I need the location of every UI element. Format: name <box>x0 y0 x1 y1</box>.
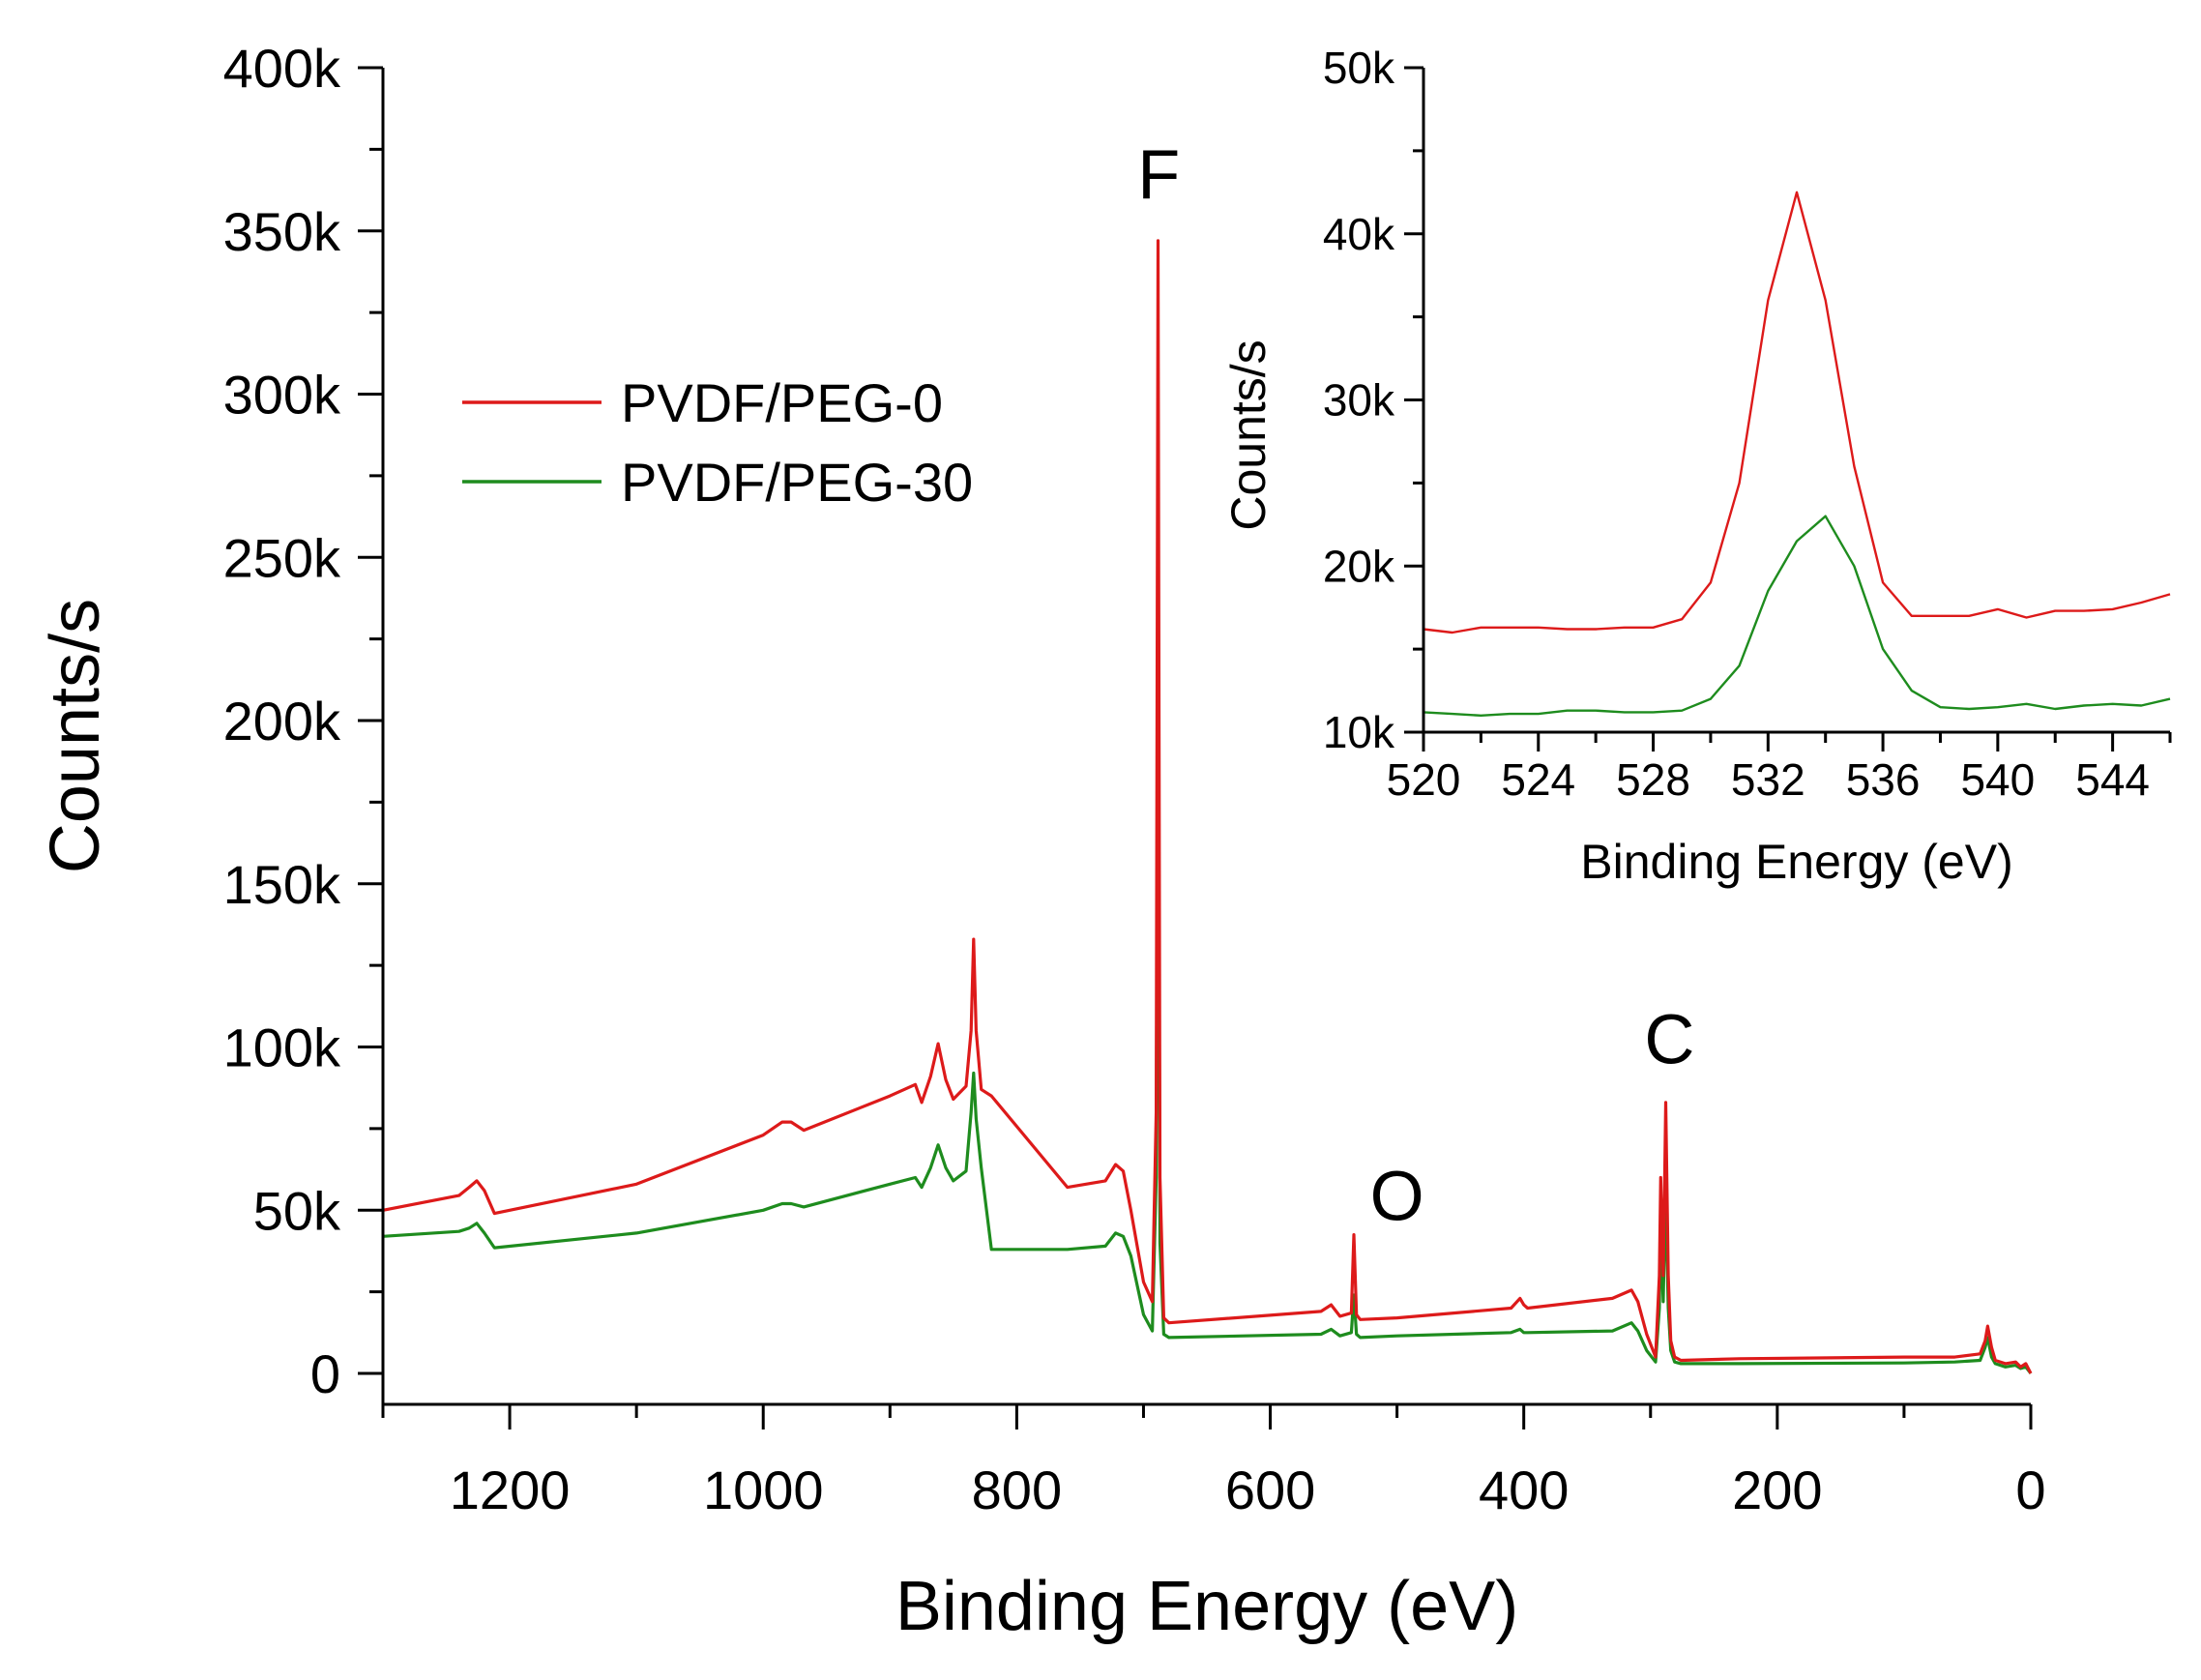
main-x-tick-label: 200 <box>1732 1459 1822 1520</box>
main-y-tick-label: 150k <box>223 854 341 915</box>
inset-plot: 520 524 528 532 536 540 544 10k 20k 30k 40k 50k Bin… <box>1221 43 2172 889</box>
main-y-tick-label: 300k <box>223 365 341 426</box>
main-plot: 1200 1000 800 600 400 200 0 0 50k 100k 150k 200k 250… <box>37 38 2046 1645</box>
main-x-axis-title: Binding Energy (eV) <box>895 1568 1518 1645</box>
main-x-tick-label: 0 <box>2015 1459 2045 1520</box>
main-x-tick-label: 600 <box>1225 1459 1315 1520</box>
peak-label-o: O <box>1370 1158 1424 1235</box>
inset-y-tick-label: 20k <box>1323 541 1395 591</box>
main-x-tick-label: 1000 <box>703 1459 824 1520</box>
main-y-tick-label: 250k <box>223 527 341 588</box>
inset-x-tick-label: 524 <box>1501 754 1575 805</box>
main-annotations: F O C <box>1137 136 1694 1235</box>
inset-y-tick-label: 50k <box>1323 43 1395 93</box>
main-y-tick-label: 400k <box>223 38 341 99</box>
inset-series-line-0 <box>1423 191 2171 634</box>
legend-label-0: PVDF/PEG-0 <box>621 372 943 433</box>
main-axes <box>381 68 2031 1406</box>
main-y-tick-label: 100k <box>223 1017 341 1078</box>
peak-label-f: F <box>1137 136 1180 214</box>
main-series-line-1 <box>382 598 2033 1374</box>
main-y-tick-label: 200k <box>223 691 341 752</box>
main-y-tick-label: 350k <box>223 201 341 262</box>
inset-x-tick-label: 536 <box>1846 754 1921 805</box>
main-y-tick-label: 0 <box>310 1343 340 1404</box>
legend-label-1: PVDF/PEG-30 <box>621 452 973 513</box>
main-series-line-0 <box>382 239 2033 1374</box>
main-series-group <box>382 239 2033 1374</box>
main-ticks: 1200 1000 800 600 400 200 0 0 50k 100k 150k 200k 250… <box>223 38 2046 1520</box>
inset-series-line-1 <box>1423 515 2171 717</box>
inset-y-tick-label: 40k <box>1323 209 1395 259</box>
inset-x-axis-title: Binding Energy (eV) <box>1580 835 2012 889</box>
peak-label-c: C <box>1644 1001 1694 1078</box>
inset-x-tick-label: 528 <box>1616 754 1690 805</box>
main-y-tick-label: 50k <box>253 1180 341 1241</box>
legend: PVDF/PEG-0 PVDF/PEG-30 <box>462 372 973 513</box>
inset-x-tick-label: 540 <box>1960 754 2035 805</box>
inset-x-tick-label: 520 <box>1387 754 1461 805</box>
main-x-tick-label: 400 <box>1479 1459 1569 1520</box>
inset-y-axis-title: Counts/s <box>1221 339 1276 530</box>
inset-axes <box>1422 68 2170 734</box>
inset-x-tick-label: 532 <box>1731 754 1805 805</box>
inset-y-tick-label: 10k <box>1323 707 1395 757</box>
main-x-tick-label: 800 <box>972 1459 1062 1520</box>
inset-x-tick-label: 544 <box>2075 754 2150 805</box>
inset-series-group <box>1423 191 2171 717</box>
main-y-axis-title: Counts/s <box>37 599 114 873</box>
inset-ticks: 520 524 528 532 536 540 544 10k 20k 30k 40k 50k <box>1323 43 2172 805</box>
main-x-tick-label: 1200 <box>450 1459 571 1520</box>
inset-y-tick-label: 30k <box>1323 375 1395 426</box>
